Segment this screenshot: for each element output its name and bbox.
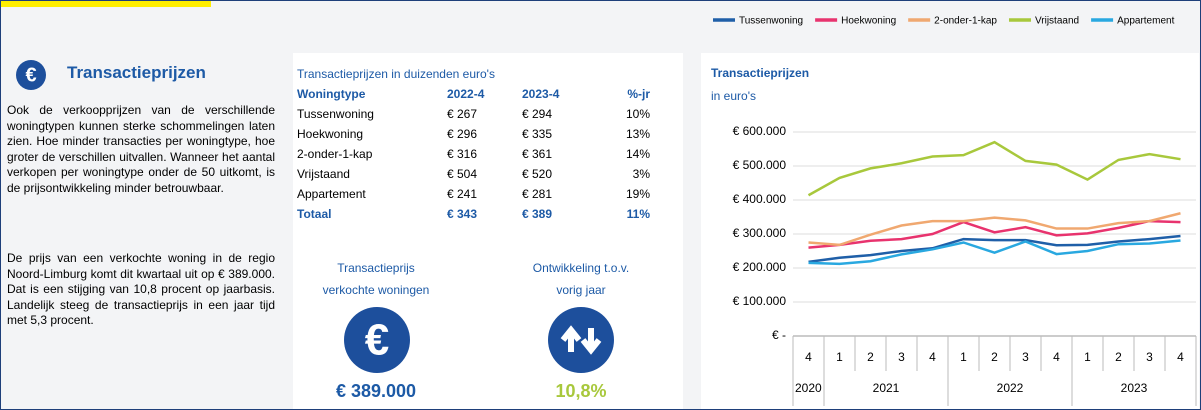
table-cell: € 267 — [447, 107, 478, 121]
line-series — [808, 219, 1181, 249]
x-tick-label: 1 — [836, 350, 843, 364]
kpi-label: Transactieprijs verkochte woningen — [291, 257, 461, 301]
y-tick-label: € 400.000 — [733, 192, 787, 206]
chart-panel — [701, 53, 1199, 409]
y-tick-label: € 500.000 — [733, 158, 787, 172]
table-cell: Vrijstaand — [297, 167, 350, 181]
x-tick-label: 4 — [1053, 350, 1060, 364]
x-tick-label: 1 — [960, 350, 967, 364]
table-total: Totaal € 343 € 389 11% — [297, 204, 650, 224]
legend-label: Vrijstaand — [1035, 16, 1079, 27]
kpi-label: Ontwikkeling t.o.v. vorig jaar — [496, 257, 666, 301]
x-tick-label: 1 — [1084, 350, 1091, 364]
table-cell: 2022-4 — [447, 87, 485, 101]
x-tick-label: 3 — [1022, 350, 1029, 364]
kpi-label-line: vorig jaar — [556, 283, 606, 297]
kpi-label-line: Ontwikkeling t.o.v. — [532, 261, 630, 275]
section-title: Transactieprijzen — [67, 63, 206, 82]
table-cell: € 343 — [447, 207, 478, 221]
svg-text:€: € — [25, 64, 36, 86]
table-cell: € 316 — [447, 147, 478, 161]
line-series — [808, 239, 1181, 266]
table-cell: € 335 — [522, 127, 553, 141]
arrows-icon — [548, 307, 614, 373]
price-table: Woningtype 2022-4 2023-4 %-jr Tussenwoning € … — [297, 84, 650, 224]
table-cell: %-jr — [627, 87, 650, 101]
kpi-label-line: verkochte woningen — [322, 283, 430, 297]
x-group-label: 2023 — [1121, 381, 1148, 395]
x-group-label: 2020 — [795, 381, 822, 395]
y-tick-label: € - — [772, 328, 786, 342]
table-row: Hoekwoning € 296 € 335 13% — [297, 124, 650, 144]
table-cell: Woningtype — [297, 87, 366, 101]
table-cell: € 389 — [522, 207, 553, 221]
table-cell: € 296 — [447, 127, 478, 141]
table-caption: Transactieprijzen in duizenden euro's — [297, 67, 495, 81]
legend-label: Tussenwoning — [739, 16, 803, 27]
x-tick-label: 2 — [991, 350, 998, 364]
table-row: Appartement € 241 € 281 19% — [297, 184, 650, 204]
kpi-value: 10,8% — [555, 381, 607, 401]
table-cell: Appartement — [297, 187, 366, 201]
table-cell: € 520 — [522, 167, 553, 181]
table-cell: € 241 — [447, 187, 478, 201]
table-cell: 11% — [626, 207, 650, 221]
chart-title: Transactieprijzen — [711, 66, 809, 80]
line-series — [807, 140, 1181, 197]
table-cell: € 504 — [447, 167, 478, 181]
paragraph: Ook de verkoopprijzen van de verschillen… — [7, 103, 275, 195]
x-tick-label: 4 — [929, 350, 936, 364]
legend-label: 2-onder-1-kap — [934, 16, 997, 27]
legend-label: Hoekwoning — [841, 16, 896, 27]
table-cell: 2-onder-1-kap — [297, 147, 373, 161]
y-tick-label: € 600.000 — [733, 124, 787, 138]
kpi-label-line: Transactieprijs — [337, 261, 415, 275]
y-tick-label: € 300.000 — [733, 226, 787, 240]
table-cell: € 281 — [522, 187, 553, 201]
legend-label: Appartement — [1117, 16, 1174, 27]
table-cell: 2023-4 — [522, 87, 560, 101]
table-cell: Totaal — [297, 207, 332, 221]
table-cell: € 294 — [522, 107, 553, 121]
x-tick-label: 3 — [1146, 350, 1153, 364]
table-cell: 14% — [625, 147, 650, 161]
chart-subtitle: in euro's — [711, 89, 756, 103]
euro-icon: € — [16, 60, 46, 90]
table-cell: Hoekwoning — [297, 127, 364, 141]
line-series — [808, 234, 1181, 264]
table-cell: € 361 — [522, 147, 553, 161]
x-tick-label: 2 — [1115, 350, 1122, 364]
x-tick-label: 3 — [898, 350, 905, 364]
line-series — [808, 212, 1181, 247]
table-row: Tussenwoning € 267 € 294 10% — [297, 104, 650, 124]
table-cell: 3% — [632, 167, 650, 181]
x-group-label: 2021 — [873, 381, 900, 395]
table-cell: 19% — [625, 187, 650, 201]
table-row: 2-onder-1-kap € 316 € 361 14% — [297, 144, 650, 164]
table-cell: 13% — [625, 127, 650, 141]
paragraph: De prijs van een verkochte woning in de … — [7, 251, 275, 327]
table-cell: Tussenwoning — [297, 107, 374, 121]
y-tick-label: € 200.000 — [733, 260, 787, 274]
euro-icon-large: € — [344, 307, 410, 373]
x-tick-label: 4 — [1177, 350, 1184, 364]
x-tick-label: 4 — [805, 350, 812, 364]
svg-text:€: € — [365, 316, 389, 365]
table-cell: 10% — [625, 107, 650, 121]
highlight — [1, 1, 211, 7]
x-tick-label: 2 — [867, 350, 874, 364]
table-header: Woningtype 2022-4 2023-4 %-jr — [297, 84, 650, 104]
table-row: Vrijstaand € 504 € 520 3% — [297, 164, 650, 184]
y-tick-label: € 100.000 — [733, 294, 787, 308]
kpi-value: € 389.000 — [335, 381, 417, 401]
x-group-label: 2022 — [997, 381, 1024, 395]
